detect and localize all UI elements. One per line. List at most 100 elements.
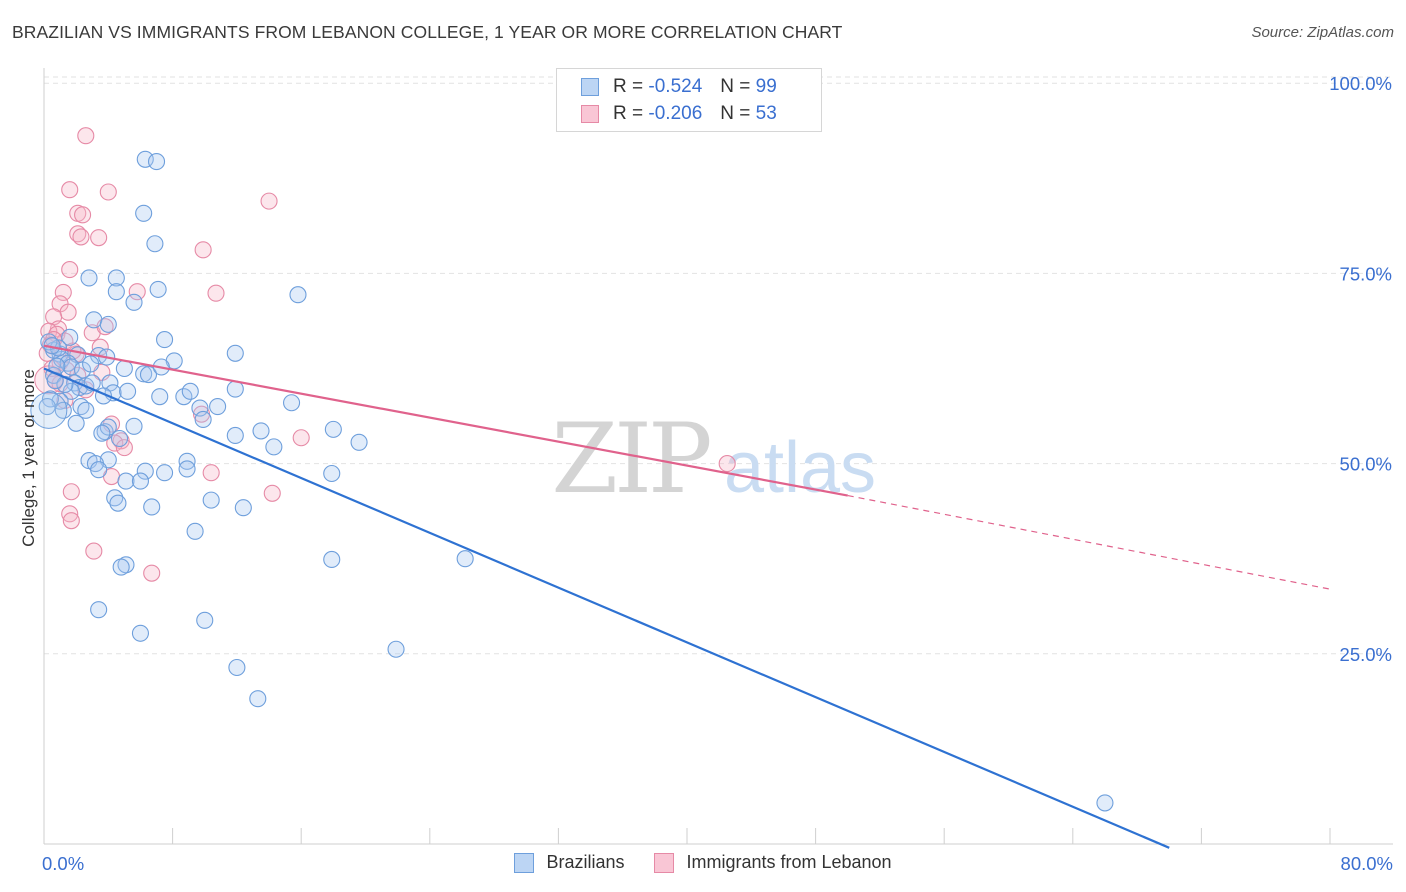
brazilian-point [112, 558, 130, 576]
legend-swatch-pink [654, 852, 675, 873]
brazilian-point [115, 359, 133, 378]
brazilian-point [62, 358, 80, 376]
legend-label-brazilians: Brazilians [546, 852, 625, 872]
brazilian-point [265, 438, 283, 456]
brazilian-point [234, 499, 252, 517]
legend-item-lebanon[interactable]: Immigrants from Lebanon [654, 852, 892, 873]
brazilian-point [202, 491, 220, 509]
brazilian-point [38, 397, 56, 416]
brazilian-point [117, 472, 135, 490]
lebanon-point [61, 261, 79, 279]
lebanon-point [90, 229, 108, 247]
brazilian-point [151, 388, 169, 406]
legend-r-value: -0.524 [648, 76, 703, 97]
lebanon-point [263, 484, 281, 502]
brazilian-point [191, 399, 209, 417]
lebanon-point [77, 127, 95, 145]
brazilian-point [93, 424, 111, 442]
x-tick-labels: 0.0% 80.0% [42, 853, 1393, 874]
lebanon-point [62, 512, 80, 530]
y-tick-labels: 25.0% 50.0% 75.0% 100.0% [1329, 73, 1392, 665]
lebanon-point [207, 284, 225, 302]
legend-swatch-blue [514, 852, 535, 873]
trend-line-lebanon-extension [847, 494, 1331, 590]
trend-line-brazilians [43, 367, 1170, 849]
brazilian-point [252, 422, 270, 440]
brazilian-point [61, 328, 79, 346]
y-tick-label: 25.0% [1340, 644, 1392, 665]
lebanon-point [292, 429, 310, 447]
brazilian-point [125, 293, 143, 311]
lebanon-point [106, 434, 124, 452]
lebanon-point [72, 228, 90, 246]
x-tick-label: 80.0% [1341, 853, 1393, 874]
lebanon-point [54, 283, 72, 301]
chart-title: BRAZILIAN VS IMMIGRANTS FROM LEBANON COL… [12, 22, 843, 42]
brazilian-point [90, 461, 108, 479]
axes [43, 68, 1393, 845]
brazilian-point [147, 153, 166, 171]
brazilian-point [143, 498, 161, 516]
legend-n-value: 99 [755, 76, 777, 97]
brazilian-point [131, 624, 149, 642]
lebanon-point [202, 464, 220, 482]
brazilian-point [135, 365, 153, 383]
brazilian-point [107, 269, 125, 287]
brazilian-point [149, 280, 167, 298]
lebanon-point [115, 439, 133, 457]
brazilian-point [135, 204, 153, 222]
legend-n-label: N = [720, 76, 751, 97]
brazilian-point [323, 464, 341, 483]
brazilian-point [146, 235, 164, 253]
brazilian-point [456, 550, 474, 568]
lebanon-point [62, 483, 80, 501]
lebanon-point [99, 183, 117, 201]
lebanon-point [69, 225, 87, 243]
lebanon-point [718, 455, 736, 473]
legend-row-lebanon: R = -0.206 N = 53 [581, 101, 777, 127]
brazilian-point [181, 382, 199, 400]
brazilian-point [85, 311, 103, 329]
brazilian-point [323, 550, 341, 569]
source-credit: Source: ZipAtlas.com [1251, 24, 1394, 41]
brazilian-point [194, 410, 212, 429]
legend-r-label: R = [613, 76, 644, 97]
brazilian-point-large [30, 391, 68, 429]
y-tick-label: 50.0% [1340, 454, 1392, 475]
brazilian-point [226, 344, 244, 362]
brazilian-point [125, 417, 143, 435]
brazilian-point [139, 366, 158, 384]
brazilian-point [289, 286, 307, 304]
brazilian-point [54, 401, 72, 419]
brazilian-point [196, 611, 214, 629]
brazilian-point [136, 150, 154, 168]
lebanon-point [85, 542, 103, 560]
lebanon-point [59, 303, 77, 321]
x-tick-label: 0.0% [42, 853, 84, 874]
brazilian-point [136, 462, 154, 480]
legend-r-value: -0.206 [648, 103, 703, 124]
brazilian-point [90, 601, 108, 619]
legend-item-brazilians[interactable]: Brazilians [514, 852, 624, 873]
lebanon-point [143, 564, 161, 582]
trend-line-lebanon [43, 344, 848, 497]
brazilian-point [77, 401, 95, 419]
brazilian-point [226, 426, 244, 445]
y-tick-label: 100.0% [1329, 73, 1392, 94]
brazilian-point [109, 494, 127, 512]
series-brazilians-points [30, 150, 1114, 812]
legend-swatch-pink [581, 105, 599, 123]
legend-row-brazilians: R = -0.524 N = 99 [581, 74, 777, 100]
lebanon-point [61, 505, 79, 523]
brazilian-point [107, 283, 125, 301]
legend-n-label: N = [720, 103, 751, 124]
legend-n-value: 53 [755, 103, 777, 124]
brazilian-point [156, 464, 174, 482]
brazilian-point [106, 489, 124, 507]
brazilian-point [99, 315, 117, 333]
lebanon-point [260, 192, 278, 210]
brazilian-point [82, 355, 100, 373]
brazilian-point [67, 414, 85, 432]
brazilian-point [62, 382, 80, 400]
watermark-zip: ZIP [551, 403, 710, 515]
